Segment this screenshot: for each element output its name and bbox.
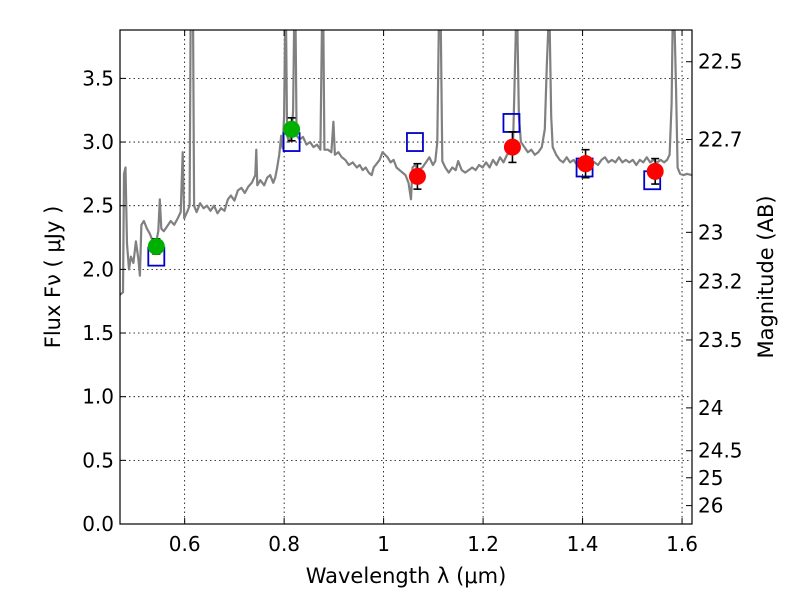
y2-tick-label: 23.5: [698, 328, 743, 352]
y-axis-label: Flux Fν ( μJy ): [41, 206, 65, 349]
y-tick-label: 1.0: [82, 385, 114, 409]
y-tick-label: 2.5: [82, 194, 114, 218]
model-photometry-square: [502, 113, 521, 133]
y2-tick-label: 22.7: [698, 128, 743, 152]
observed-point: [503, 138, 521, 156]
model-photometry-square: [406, 132, 424, 152]
y2-tick-label: 24.5: [698, 439, 743, 463]
observed-point: [408, 167, 426, 185]
y-tick-label: 0.5: [82, 448, 114, 472]
y2-tick-label: 23: [698, 220, 723, 244]
plot-data: [120, 30, 692, 296]
y2-tick-label: 26: [698, 494, 723, 518]
observed-point: [283, 120, 301, 138]
spectrum-line: [120, 30, 692, 296]
x-tick-label: 1.4: [567, 532, 599, 556]
observed-point: [147, 237, 165, 255]
x-tick-label: 1.2: [467, 532, 499, 556]
y-tick-label: 1.5: [82, 321, 114, 345]
y2-tick-label: 22.5: [698, 50, 743, 74]
x-tick-label: 0.6: [169, 532, 201, 556]
observed-point: [646, 162, 664, 180]
plot-frame: [119, 29, 693, 525]
axes: 0.6 0.8 1 1.2 1.4 1.6 0.0 0.5 1.0 1.5 2.0 2.5 3.0 3.5…: [82, 30, 743, 556]
observed-point: [577, 155, 595, 173]
y2-tick-label: 23.2: [698, 269, 743, 293]
x-tick-label: 1: [377, 532, 390, 556]
y-tick-label: 3.0: [82, 130, 114, 154]
x-tick-label: 1.6: [666, 532, 698, 556]
y2-tick-label: 25: [698, 466, 723, 490]
y2-tick-label: 24: [698, 396, 723, 420]
y2-axis-label: Magnitude (AB): [754, 195, 778, 358]
x-axis-label: Wavelength λ (μm): [306, 564, 507, 588]
x-tick-label: 0.8: [268, 532, 300, 556]
y-tick-label: 0.0: [82, 512, 114, 536]
grid: [120, 30, 692, 524]
y-tick-label: 2.0: [82, 257, 114, 281]
y-tick-label: 3.5: [82, 66, 114, 90]
